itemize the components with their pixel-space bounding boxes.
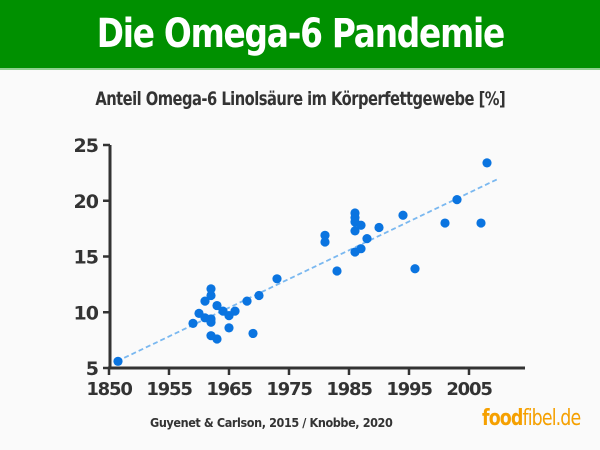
source-citation: Guyenet & Carlson, 2015 / Knobbe, 2020 bbox=[150, 415, 393, 430]
data-point bbox=[200, 296, 210, 306]
data-point bbox=[356, 244, 366, 254]
y-tick-label: 15 bbox=[74, 247, 98, 269]
brand-bold: food bbox=[482, 406, 523, 431]
data-point bbox=[398, 210, 408, 220]
x-tick-label: 1975 bbox=[266, 379, 312, 400]
data-point bbox=[212, 300, 222, 311]
data-point bbox=[452, 195, 462, 205]
data-point bbox=[350, 226, 360, 236]
points-group bbox=[113, 158, 492, 366]
title-banner: Die Omega-6 Pandemie bbox=[0, 0, 600, 70]
data-point bbox=[206, 317, 216, 327]
axes: 5 10 15 20 25 1850 1955 1965 1975 1985 1995 2005 bbox=[74, 135, 525, 400]
data-point bbox=[476, 218, 486, 228]
brand-logo[interactable]: foodfibel.de bbox=[482, 406, 581, 431]
data-point bbox=[350, 212, 360, 223]
data-point bbox=[374, 222, 384, 233]
page-title: Die Omega-6 Pandemie bbox=[96, 11, 505, 57]
data-point bbox=[410, 264, 420, 274]
data-point bbox=[362, 234, 372, 244]
chart-title-text: Anteil Omega-6 Linolsäure im Körperfettg… bbox=[95, 88, 505, 110]
data-point bbox=[248, 328, 258, 339]
y-tick-label: 20 bbox=[74, 191, 99, 213]
x-tick-label: 1955 bbox=[146, 379, 192, 400]
trendline bbox=[116, 177, 500, 363]
chart-title: Anteil Omega-6 Linolsäure im Körperfettg… bbox=[0, 88, 600, 110]
data-point bbox=[320, 237, 330, 247]
data-point bbox=[482, 158, 492, 168]
data-point bbox=[113, 356, 123, 366]
data-point bbox=[206, 284, 216, 294]
data-point bbox=[440, 218, 450, 228]
data-point bbox=[320, 230, 330, 240]
data-point bbox=[212, 334, 222, 344]
x-tick-label: 1965 bbox=[206, 379, 252, 400]
data-point bbox=[206, 290, 216, 301]
data-point bbox=[242, 296, 252, 306]
data-point bbox=[332, 266, 342, 276]
data-point bbox=[224, 323, 234, 333]
y-tick-label: 10 bbox=[74, 302, 99, 324]
data-point bbox=[356, 220, 366, 230]
x-tick-label: 1850 bbox=[86, 379, 132, 400]
data-point bbox=[272, 274, 282, 284]
x-tick-label: 1995 bbox=[386, 379, 432, 400]
trendline-group bbox=[116, 177, 500, 363]
data-point bbox=[230, 306, 240, 316]
x-tick-label: 2005 bbox=[446, 379, 492, 400]
data-point bbox=[254, 290, 264, 301]
y-tick-label: 25 bbox=[74, 135, 98, 157]
y-tick-label: 5 bbox=[86, 358, 98, 380]
brand-light: fibel.de bbox=[522, 406, 581, 431]
x-tick-label: 1985 bbox=[326, 379, 372, 400]
data-point bbox=[188, 318, 198, 328]
